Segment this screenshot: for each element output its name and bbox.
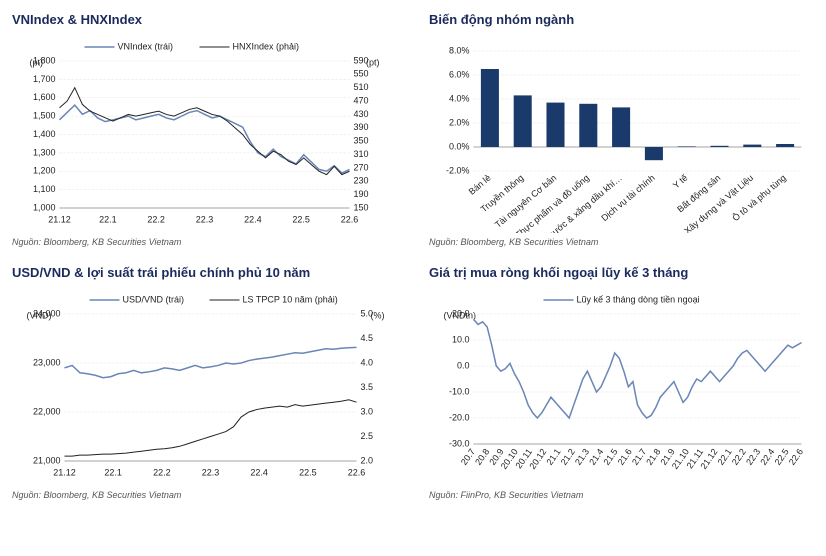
svg-text:3.5: 3.5 bbox=[361, 382, 374, 392]
svg-text:20.0: 20.0 bbox=[452, 308, 470, 318]
svg-text:21.1: 21.1 bbox=[544, 447, 562, 467]
svg-text:2.5: 2.5 bbox=[361, 431, 374, 441]
svg-text:1,000: 1,000 bbox=[33, 202, 56, 212]
svg-text:2.0%: 2.0% bbox=[449, 117, 470, 127]
panel3-chart: USD/VND (trái)LS TPCP 10 năm (phải)(VND)… bbox=[12, 286, 397, 486]
svg-text:22.6: 22.6 bbox=[348, 467, 366, 477]
svg-text:1,400: 1,400 bbox=[33, 129, 56, 139]
svg-text:21.3: 21.3 bbox=[573, 447, 591, 467]
svg-text:270: 270 bbox=[354, 162, 369, 172]
svg-text:350: 350 bbox=[354, 136, 369, 146]
panel4-chart: Lũy kế 3 tháng dòng tiền ngoại(VNDtn)-30… bbox=[429, 286, 814, 486]
svg-text:21.8: 21.8 bbox=[644, 447, 662, 467]
svg-text:22.6: 22.6 bbox=[341, 214, 359, 224]
svg-text:22.5: 22.5 bbox=[773, 447, 791, 467]
svg-text:-10.0: -10.0 bbox=[449, 386, 470, 396]
svg-text:Lũy kế 3 tháng dòng tiền ngoại: Lũy kế 3 tháng dòng tiền ngoại bbox=[577, 294, 700, 304]
svg-text:22.2: 22.2 bbox=[153, 467, 171, 477]
svg-text:22.3: 22.3 bbox=[744, 447, 762, 467]
svg-text:4.0: 4.0 bbox=[361, 357, 374, 367]
svg-text:510: 510 bbox=[354, 82, 369, 92]
svg-text:22.4: 22.4 bbox=[758, 447, 776, 467]
svg-text:22.4: 22.4 bbox=[244, 214, 262, 224]
svg-text:21.12: 21.12 bbox=[53, 467, 76, 477]
svg-text:190: 190 bbox=[354, 189, 369, 199]
svg-text:1,300: 1,300 bbox=[33, 147, 56, 157]
svg-text:Bán lẻ: Bán lẻ bbox=[467, 173, 493, 197]
svg-text:20.7: 20.7 bbox=[459, 447, 477, 467]
svg-text:2.0: 2.0 bbox=[361, 455, 374, 465]
svg-text:4.5: 4.5 bbox=[361, 333, 374, 343]
svg-text:-2.0%: -2.0% bbox=[446, 165, 470, 175]
svg-text:21.12: 21.12 bbox=[48, 214, 71, 224]
svg-text:21,000: 21,000 bbox=[33, 455, 61, 465]
svg-text:21.5: 21.5 bbox=[601, 447, 619, 467]
svg-text:150: 150 bbox=[354, 202, 369, 212]
svg-text:22.2: 22.2 bbox=[147, 214, 165, 224]
svg-text:20.8: 20.8 bbox=[473, 447, 491, 467]
svg-text:21.4: 21.4 bbox=[587, 447, 605, 467]
panel-usdvnd-yield: USD/VND & lợi suất trái phiếu chính phủ … bbox=[12, 265, 397, 500]
svg-text:310: 310 bbox=[354, 149, 369, 159]
svg-text:1,700: 1,700 bbox=[33, 74, 56, 84]
svg-text:23,000: 23,000 bbox=[33, 357, 61, 367]
svg-text:21.6: 21.6 bbox=[616, 447, 634, 467]
svg-text:1,200: 1,200 bbox=[33, 166, 56, 176]
svg-text:550: 550 bbox=[354, 69, 369, 79]
svg-text:22.2: 22.2 bbox=[730, 447, 748, 467]
panel4-source: Nguồn: FiinPro, KB Securities Vietnam bbox=[429, 490, 814, 500]
svg-text:6.0%: 6.0% bbox=[449, 69, 470, 79]
svg-text:4.0%: 4.0% bbox=[449, 93, 470, 103]
panel3-source: Nguồn: Bloomberg, KB Securities Vietnam bbox=[12, 490, 397, 500]
svg-text:8.0%: 8.0% bbox=[449, 45, 470, 55]
svg-text:22.5: 22.5 bbox=[292, 214, 310, 224]
panel-sector-change: Biến động nhóm ngành -2.0% 0.0% 2.0% 4.0% 6.… bbox=[429, 12, 814, 247]
svg-text:22.3: 22.3 bbox=[196, 214, 214, 224]
svg-text:22,000: 22,000 bbox=[33, 406, 61, 416]
svg-text:590: 590 bbox=[354, 55, 369, 65]
panel2-title: Biến động nhóm ngành bbox=[429, 12, 814, 27]
svg-text:22.4: 22.4 bbox=[250, 467, 268, 477]
svg-text:1,600: 1,600 bbox=[33, 92, 56, 102]
svg-text:390: 390 bbox=[354, 122, 369, 132]
svg-text:21.2: 21.2 bbox=[559, 447, 577, 467]
panel2-chart: -2.0%0.0%2.0%4.0%6.0%8.0%Bán lẻTruyền th… bbox=[429, 33, 814, 233]
svg-text:1,500: 1,500 bbox=[33, 111, 56, 121]
svg-text:22.1: 22.1 bbox=[99, 214, 117, 224]
svg-text:22.1: 22.1 bbox=[104, 467, 122, 477]
panel1-chart: VNIndex (trái)HNXIndex (phải)(pt)(pt)1,0… bbox=[12, 33, 397, 233]
panel4-title: Giá trị mua ròng khối ngoại lũy kế 3 thá… bbox=[429, 265, 814, 280]
svg-text:LS TPCP 10 năm (phải): LS TPCP 10 năm (phải) bbox=[243, 294, 338, 304]
svg-text:Y tế: Y tế bbox=[671, 173, 690, 191]
panel1-source: Nguồn: Bloomberg, KB Securities Vietnam bbox=[12, 237, 397, 247]
svg-text:10.0: 10.0 bbox=[452, 334, 470, 344]
svg-text:1,100: 1,100 bbox=[33, 184, 56, 194]
svg-text:5.0: 5.0 bbox=[361, 308, 374, 318]
svg-text:HNXIndex (phải): HNXIndex (phải) bbox=[233, 41, 300, 51]
svg-text:430: 430 bbox=[354, 109, 369, 119]
svg-text:-30.0: -30.0 bbox=[449, 438, 470, 448]
svg-text:21.7: 21.7 bbox=[630, 447, 648, 467]
svg-text:22.1: 22.1 bbox=[716, 447, 734, 467]
panel-foreign-flow: Giá trị mua ròng khối ngoại lũy kế 3 thá… bbox=[429, 265, 814, 500]
svg-text:22.3: 22.3 bbox=[202, 467, 220, 477]
svg-text:VNIndex (trái): VNIndex (trái) bbox=[118, 41, 174, 51]
svg-text:0.0: 0.0 bbox=[457, 360, 470, 370]
svg-text:22.5: 22.5 bbox=[299, 467, 317, 477]
svg-text:3.0: 3.0 bbox=[361, 406, 374, 416]
svg-text:1,800: 1,800 bbox=[33, 55, 56, 65]
panel-vnindex-hnxindex: VNIndex & HNXIndex VNIndex (trái) HNXInde… bbox=[12, 12, 397, 247]
svg-text:24,000: 24,000 bbox=[33, 308, 61, 318]
svg-text:0.0%: 0.0% bbox=[449, 141, 470, 151]
svg-text:470: 470 bbox=[354, 95, 369, 105]
panel2-source: Nguồn: Bloomberg, KB Securities Vietnam bbox=[429, 237, 814, 247]
svg-text:22.6: 22.6 bbox=[787, 447, 805, 467]
svg-text:USD/VND (trái): USD/VND (trái) bbox=[123, 294, 185, 304]
svg-text:-20.0: -20.0 bbox=[449, 412, 470, 422]
panel1-title: VNIndex & HNXIndex bbox=[12, 12, 397, 27]
svg-text:230: 230 bbox=[354, 176, 369, 186]
panel3-title: USD/VND & lợi suất trái phiếu chính phủ … bbox=[12, 265, 397, 280]
